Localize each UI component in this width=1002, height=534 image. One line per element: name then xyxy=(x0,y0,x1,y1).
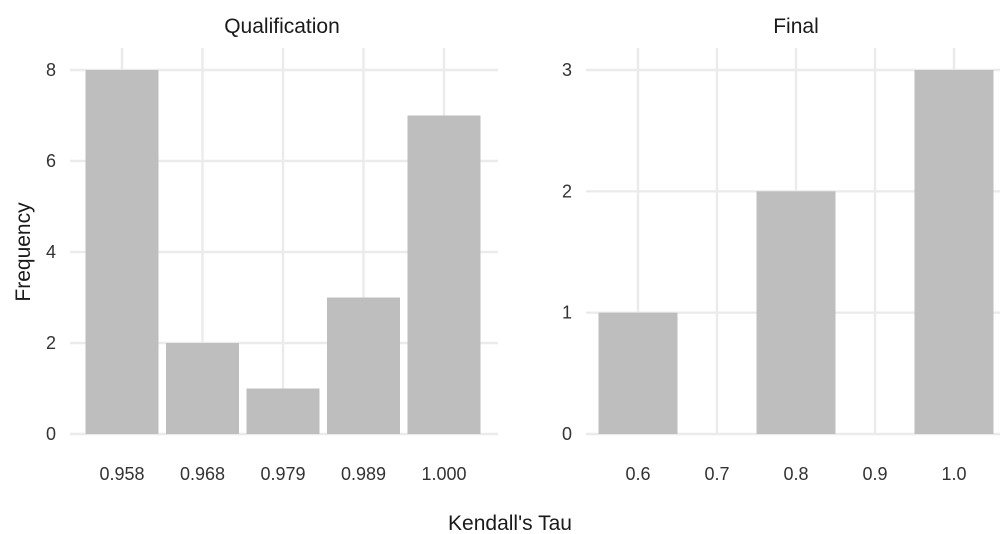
y-tick-label: 1 xyxy=(562,303,572,323)
x-tick-label: 0.9 xyxy=(862,464,887,484)
x-tick-label: 0.958 xyxy=(99,464,144,484)
panel-final: Final 0 1 2 3 0.6 0.7 0.8 0.9 1.0 xyxy=(562,15,1000,484)
x-tick-label: 0.968 xyxy=(180,464,225,484)
bar-qualification-0.958 xyxy=(85,70,159,434)
panel-qualification: Qualification 0 2 4 6 8 0.958 0.968 0.979 0.989 1… xyxy=(46,15,498,484)
y-tick-label: 2 xyxy=(562,181,572,201)
bar-final-0.8 xyxy=(756,191,836,434)
x-tick-label: 0.8 xyxy=(783,464,808,484)
bar-qualification-0.979 xyxy=(246,388,320,434)
y-tick-label: 6 xyxy=(46,151,56,171)
x-tick-label: 0.7 xyxy=(704,464,729,484)
x-tick-label: 0.989 xyxy=(341,464,386,484)
y-tick-label: 4 xyxy=(46,242,56,262)
x-tick-label: 1.000 xyxy=(421,464,466,484)
bar-final-1.0 xyxy=(914,70,994,434)
y-tick-label: 3 xyxy=(562,60,572,80)
bar-final-0.6 xyxy=(598,312,678,434)
y-tick-label: 0 xyxy=(562,424,572,444)
bars-qualification xyxy=(85,70,481,434)
x-tick-label: 1.0 xyxy=(941,464,966,484)
x-tick-label: 0.979 xyxy=(260,464,305,484)
y-axis-label: Frequency xyxy=(12,202,35,302)
y-tick-label: 0 xyxy=(46,424,56,444)
panel-title-final: Final xyxy=(773,15,819,38)
y-tick-label: 8 xyxy=(46,60,56,80)
y-tick-label: 2 xyxy=(46,333,56,353)
x-axis-label: Kendall's Tau xyxy=(448,512,572,534)
x-tick-label: 0.6 xyxy=(625,464,650,484)
panel-title-qualification: Qualification xyxy=(224,15,340,38)
bar-qualification-0.989 xyxy=(327,297,400,434)
bar-qualification-0.968 xyxy=(166,343,239,434)
bar-qualification-1.000 xyxy=(407,115,481,434)
bars-final xyxy=(598,70,994,434)
